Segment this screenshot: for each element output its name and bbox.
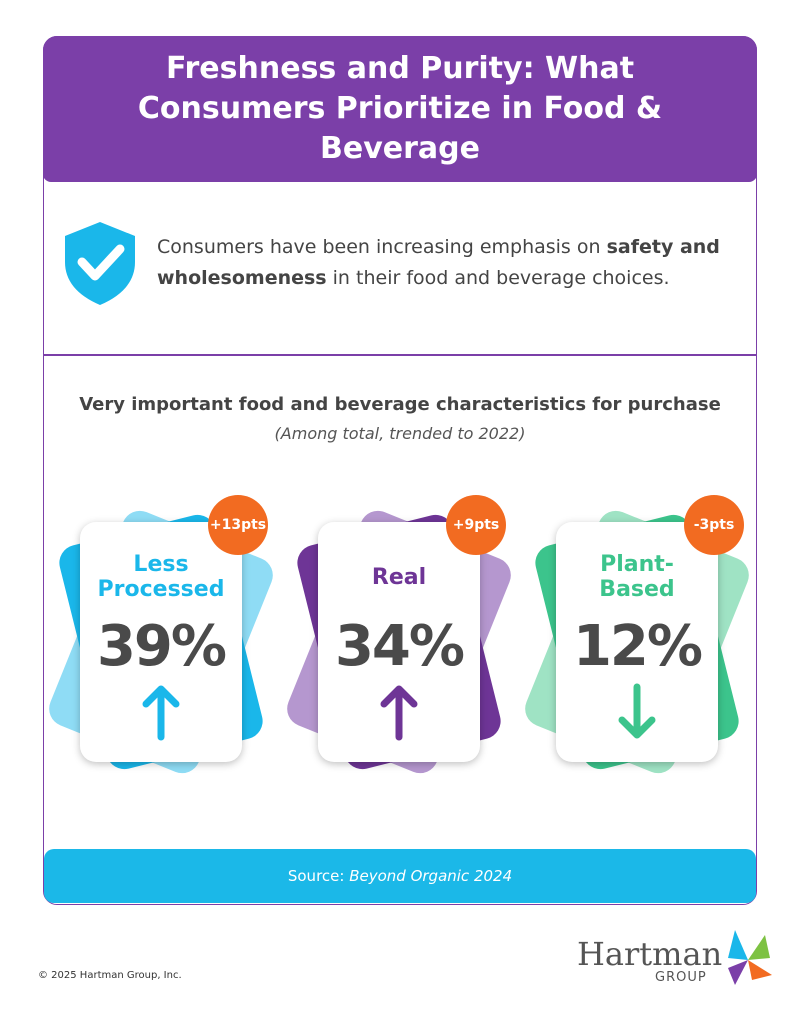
- source-prefix: Source:: [287, 867, 350, 885]
- divider: [44, 354, 756, 356]
- header: Freshness and Purity: What Consumers Pri…: [43, 36, 757, 182]
- change-badge: -3pts: [684, 495, 744, 555]
- logo-name: Hartman: [577, 935, 723, 973]
- intro: Consumers have been increasing emphasis …: [157, 232, 737, 294]
- card-value: 12%: [572, 614, 703, 679]
- copyright: © 2025 Hartman Group, Inc.: [38, 970, 182, 981]
- card: Real 34%: [318, 522, 480, 762]
- arrow-up: [142, 685, 180, 741]
- arrow-down: [618, 683, 656, 739]
- arrow-up: [380, 685, 418, 741]
- title: Freshness and Purity: What Consumers Pri…: [137, 51, 663, 166]
- logo-mark: [728, 930, 772, 985]
- section-subtitle: (Among total, trended to 2022): [274, 424, 526, 443]
- change-badge: +13pts: [208, 495, 268, 555]
- intro-text: in their food and beverage choices.: [326, 267, 670, 289]
- logo-sub: GROUP: [655, 970, 707, 985]
- card: Less Processed 39%: [80, 522, 242, 762]
- change-badge: +9pts: [446, 495, 506, 555]
- card-label: Less Processed: [97, 552, 225, 602]
- card: Plant-Based 12%: [556, 522, 718, 762]
- source-bar: Source: Beyond Organic 2024: [44, 849, 756, 903]
- card-value: 39%: [96, 614, 227, 679]
- card-label: Real: [371, 565, 427, 590]
- intro-text: Consumers have been increasing emphasis …: [157, 236, 607, 258]
- source-title: Beyond Organic 2024: [349, 867, 513, 885]
- card-value: 34%: [334, 614, 465, 679]
- intro-bold: safety and wholesomeness: [157, 236, 720, 289]
- card-label: Plant-Based: [599, 552, 675, 602]
- shield-icon: [65, 222, 135, 305]
- section-title: Very important food and beverage charact…: [79, 394, 721, 415]
